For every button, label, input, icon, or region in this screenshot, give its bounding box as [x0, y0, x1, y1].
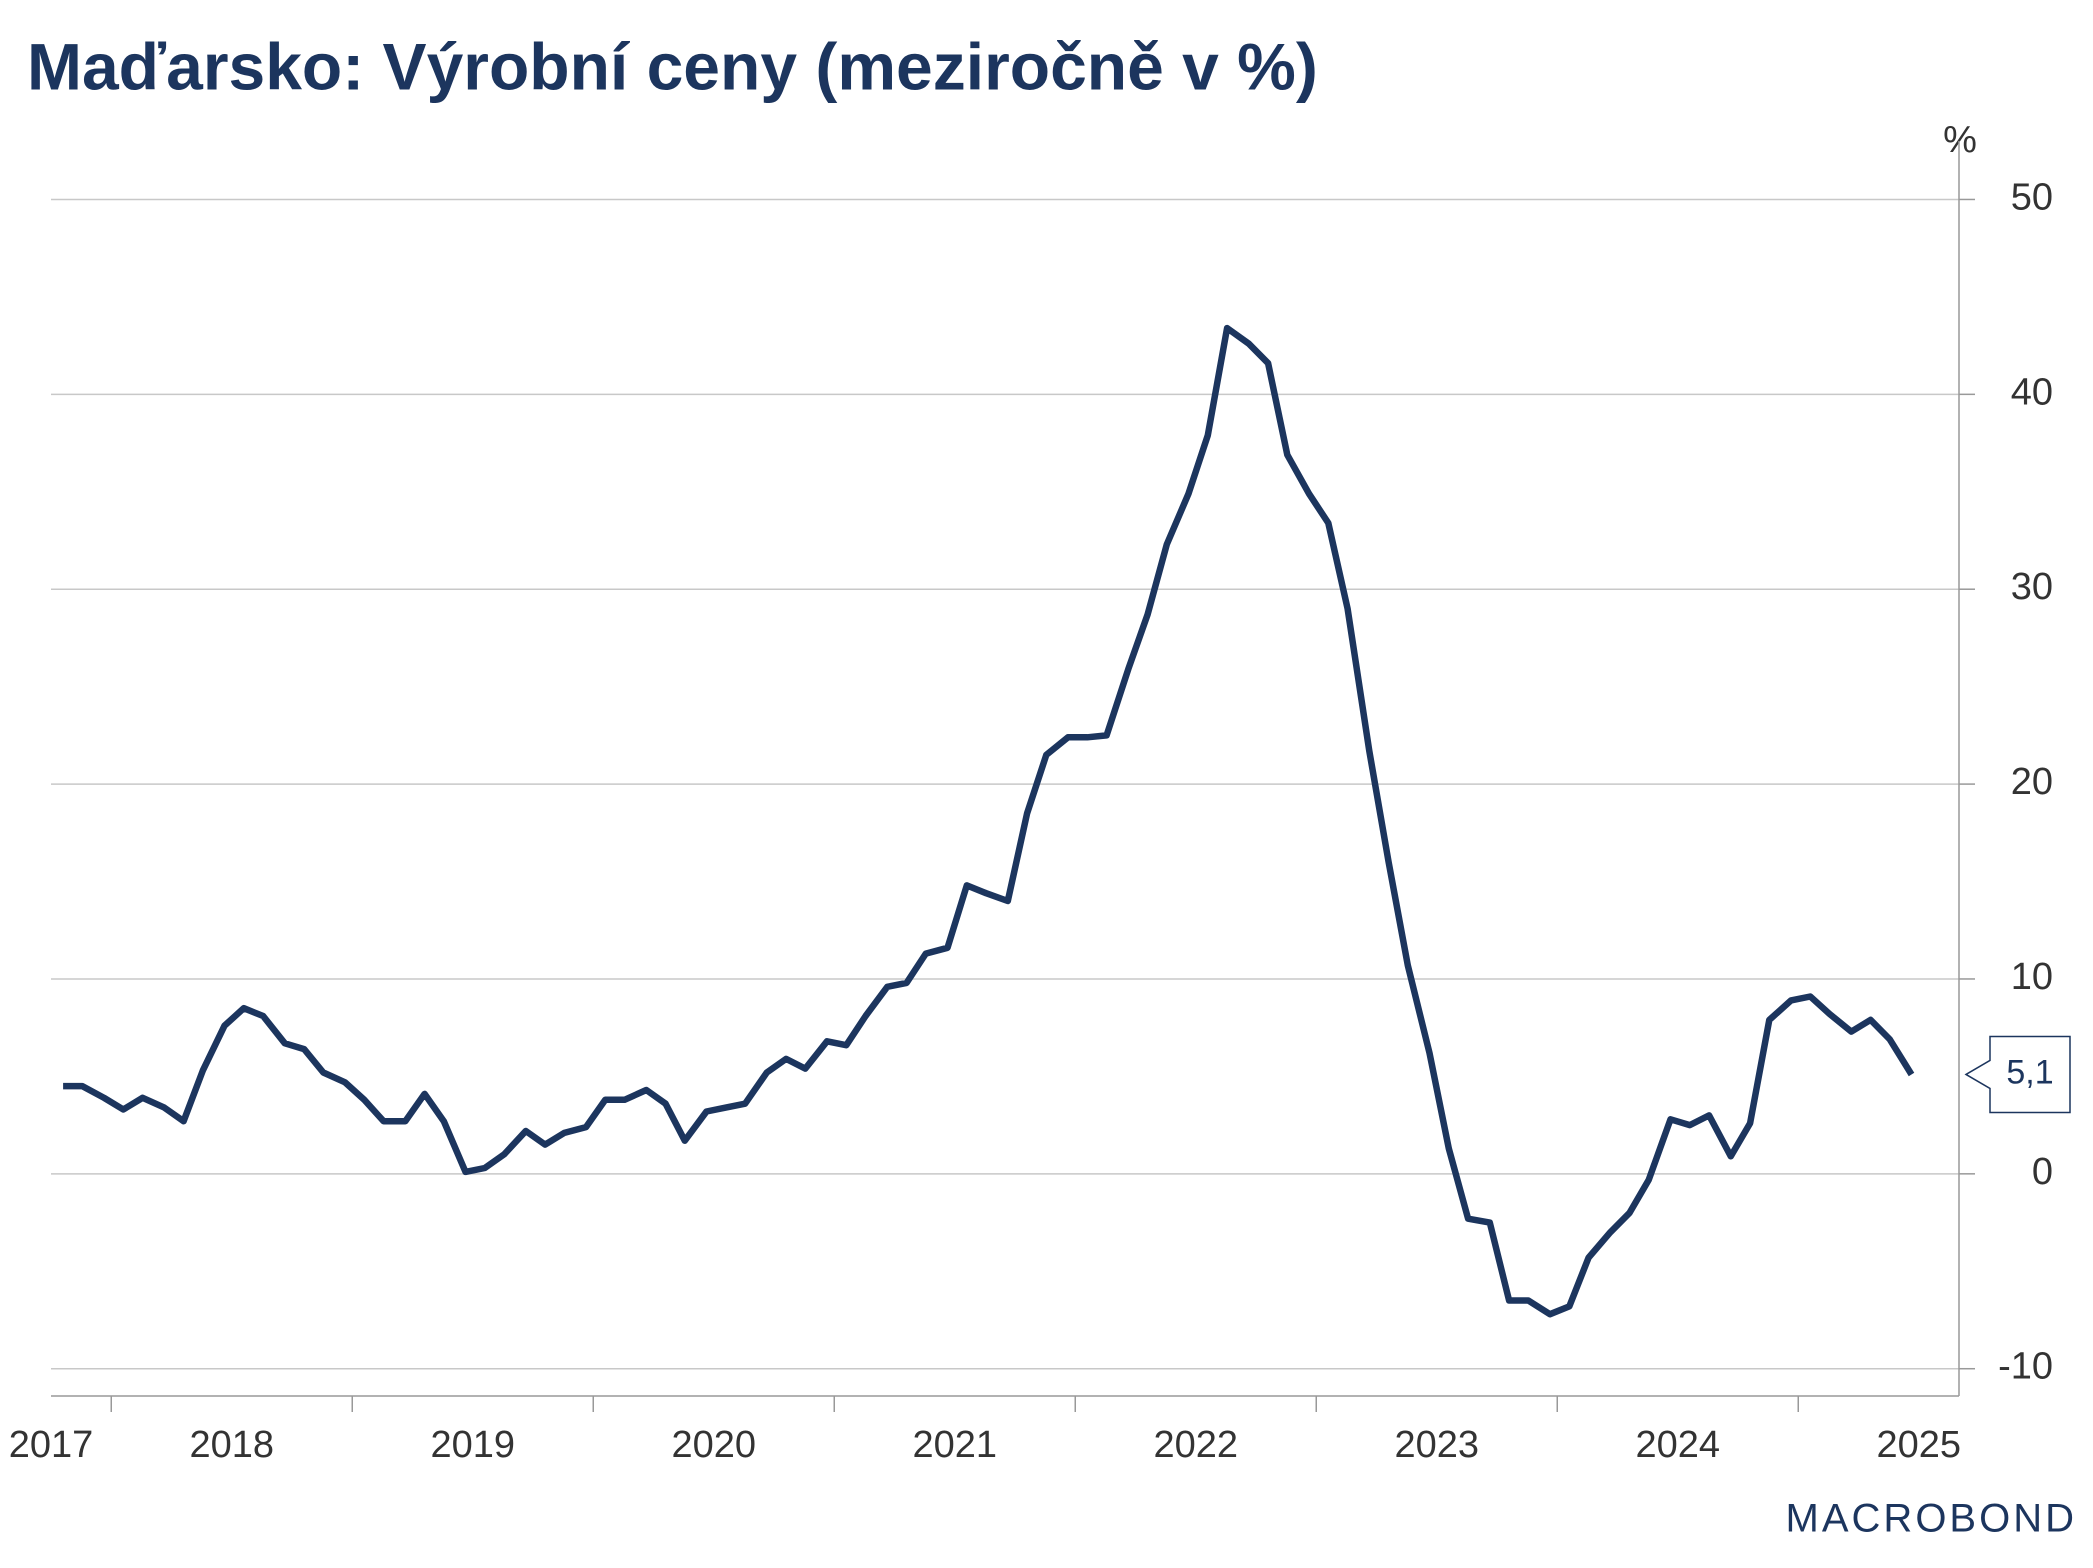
value-label: 5,1: [2006, 1053, 2053, 1091]
x-tick-label: 2019: [430, 1424, 515, 1466]
y-unit: %: [1943, 119, 1977, 161]
value-label-box: [1964, 1035, 2071, 1114]
x-tick-label: 2025: [1876, 1424, 1961, 1466]
chart-title: Maďarsko: Výrobní ceny (meziročně v %): [27, 29, 1318, 103]
logo: MACROBOND: [1786, 1497, 2077, 1541]
x-tick-label: 2024: [1635, 1424, 1720, 1466]
y-tick-label: 40: [2011, 371, 2053, 413]
x-tick-label: 2018: [189, 1424, 274, 1466]
y-tick-label: 20: [2011, 761, 2053, 803]
x-tick-label: 2023: [1394, 1424, 1479, 1466]
y-tick-label: 30: [2011, 566, 2053, 608]
x-tick-label: 2022: [1153, 1424, 1238, 1466]
x-tick-label: 2020: [671, 1424, 756, 1466]
y-tick-label: 50: [2011, 176, 2053, 218]
x-tick-label: 2017: [9, 1424, 94, 1466]
y-tick-label: -10: [1998, 1346, 2053, 1388]
line: [63, 324, 1915, 1318]
y-tick-label: 10: [2011, 956, 2053, 998]
y-tick-label: 0: [2032, 1151, 2053, 1193]
x-tick-label: 2021: [912, 1424, 997, 1466]
